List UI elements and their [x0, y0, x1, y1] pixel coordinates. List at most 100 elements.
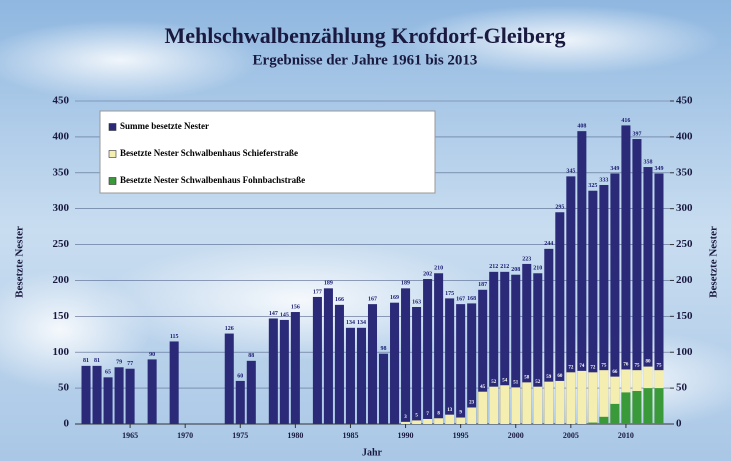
bar	[236, 381, 245, 424]
y2-tick-label: 400	[676, 130, 693, 142]
data-label: 189	[401, 281, 410, 287]
y-tick-label: 450	[53, 95, 70, 107]
y2-tick-label: 50	[676, 382, 688, 394]
data-label: 166	[335, 297, 344, 303]
x-tick-label: 1970	[177, 431, 193, 440]
y-tick-label: 50	[58, 382, 70, 394]
bar	[434, 418, 443, 424]
data-label: 177	[313, 289, 322, 295]
y2-tick-label: 350	[676, 166, 693, 178]
bar	[467, 303, 476, 424]
data-label: 81	[94, 358, 100, 364]
data-label: 202	[423, 271, 432, 277]
bar	[511, 387, 520, 424]
data-label: 51	[513, 381, 519, 386]
data-label: 126	[225, 326, 234, 332]
bar	[346, 328, 355, 424]
data-label: 345	[566, 169, 575, 175]
bar	[269, 318, 278, 424]
data-label: 80	[645, 360, 651, 365]
y-tick-label: 250	[53, 238, 70, 250]
bar	[632, 391, 641, 424]
data-label: 52	[535, 380, 541, 385]
bar	[456, 418, 465, 424]
x-tick-label: 1990	[398, 431, 414, 440]
y2-axis-title: Besetzte Nester	[708, 226, 720, 298]
data-label: 212	[489, 264, 498, 270]
chart-subtitle: Ergebnisse der Jahre 1961 bis 2013	[253, 52, 478, 68]
bar	[423, 419, 432, 424]
bar	[379, 354, 388, 424]
bar	[588, 423, 597, 424]
x-tick-label: 1995	[453, 431, 469, 440]
data-label: 74	[579, 364, 585, 369]
legend-marker	[109, 151, 116, 158]
bar	[313, 297, 322, 424]
data-label: 397	[632, 131, 641, 137]
data-label: 408	[577, 124, 586, 130]
bar	[93, 366, 102, 424]
bar	[324, 288, 333, 424]
y2-tick-label: 300	[676, 202, 693, 214]
data-label: 134	[357, 320, 366, 326]
data-label: 349	[654, 166, 663, 172]
legend-label: Summe besetzte Nester	[120, 121, 209, 131]
data-label: 52	[491, 380, 497, 385]
data-label: 77	[127, 361, 133, 367]
legend-label: Besetzte Nester Schwalbenhaus Schieferst…	[120, 148, 298, 158]
data-label: 76	[623, 363, 629, 368]
data-label: 223	[522, 256, 531, 262]
data-label: 75	[656, 363, 662, 368]
legend-marker	[109, 124, 116, 131]
data-label: 75	[634, 363, 640, 368]
bar	[115, 367, 124, 424]
data-label: 416	[621, 118, 630, 124]
legend-marker	[109, 178, 116, 185]
data-label: 115	[170, 334, 179, 340]
data-label: 13	[447, 408, 453, 413]
x-tick-label: 1985	[342, 431, 358, 440]
y-tick-label: 400	[53, 130, 70, 142]
x-tick-label: 2010	[618, 431, 634, 440]
bar	[599, 417, 608, 424]
bar	[412, 307, 421, 424]
data-label: 210	[434, 266, 443, 272]
data-label: 189	[324, 281, 333, 287]
bar	[434, 273, 443, 424]
bar	[148, 359, 157, 424]
data-label: 333	[599, 177, 608, 183]
bar	[500, 385, 509, 424]
x-tick-label: 2000	[508, 431, 524, 440]
bar	[599, 370, 608, 424]
y2-tick-label: 0	[676, 418, 682, 430]
y-tick-label: 350	[53, 166, 70, 178]
bar	[104, 377, 113, 424]
y2-tick-label: 250	[676, 238, 693, 250]
data-label: 54	[502, 378, 508, 383]
data-label: 244	[544, 241, 553, 247]
data-label: 72	[590, 365, 596, 370]
data-label: 349	[610, 166, 619, 172]
data-label: 58	[524, 376, 530, 381]
bar	[456, 304, 465, 424]
y-tick-label: 100	[53, 346, 70, 358]
data-label: 163	[412, 299, 421, 305]
bar	[401, 288, 410, 424]
data-label: 295	[555, 205, 564, 211]
data-label: 23	[469, 401, 475, 406]
bar	[357, 328, 366, 424]
data-label: 212	[500, 264, 509, 270]
data-label: 169	[390, 295, 399, 301]
bar	[555, 381, 564, 424]
y2-tick-label: 200	[676, 274, 693, 286]
data-label: 60	[557, 374, 563, 379]
data-label: 325	[588, 183, 597, 189]
x-tick-label: 1980	[287, 431, 303, 440]
x-tick-label: 1965	[122, 431, 138, 440]
y-tick-label: 200	[53, 274, 70, 286]
legend: Summe besetzte Nester Besetzte Nester Sch…	[100, 111, 435, 193]
data-label: 81	[83, 358, 89, 364]
bar	[412, 420, 421, 424]
bar	[610, 404, 619, 424]
x-tick-label: 1975	[232, 431, 248, 440]
